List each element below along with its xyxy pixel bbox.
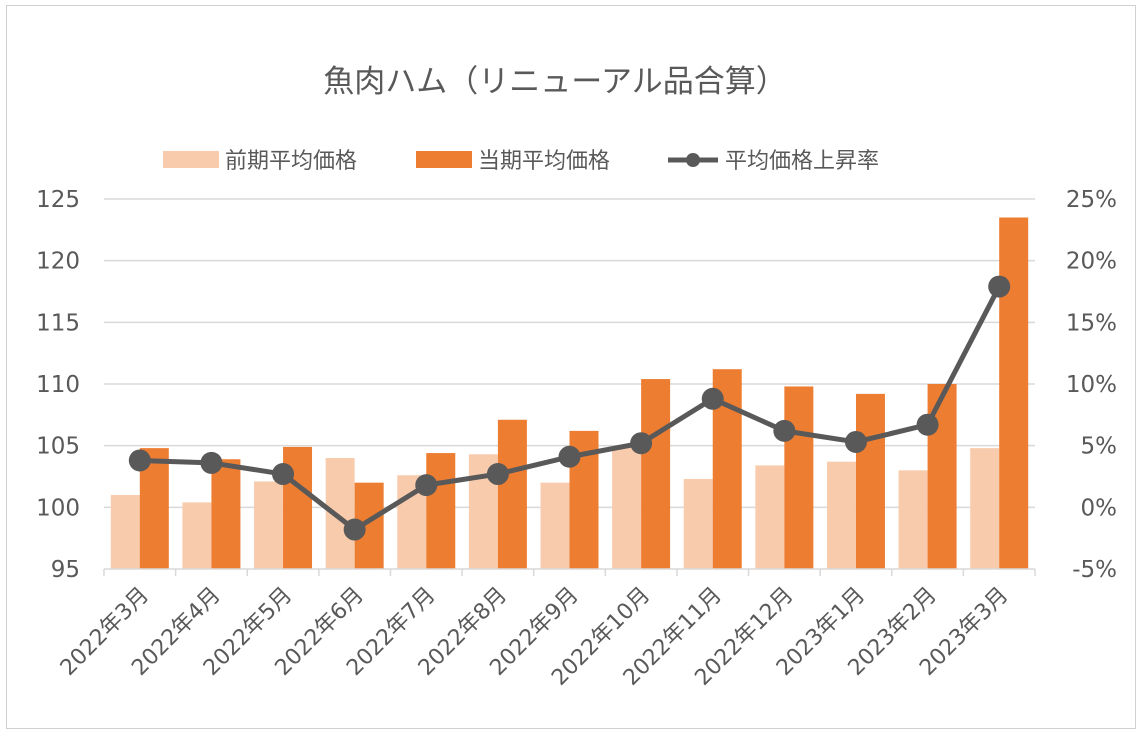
bar-prev	[110, 495, 140, 569]
bar-prev	[898, 470, 928, 569]
right-tick-label: 25%	[1066, 187, 1117, 213]
bar-prev	[254, 481, 284, 569]
rate-point	[272, 463, 295, 486]
x-axis	[103, 568, 1036, 576]
rate-point	[701, 387, 724, 410]
bar-prev	[540, 482, 570, 569]
right-tick-label: 20%	[1066, 249, 1117, 275]
bar-curr	[855, 393, 885, 569]
legend-marker-rate	[686, 153, 700, 167]
left-tick-label: 115	[36, 310, 80, 336]
bar-curr	[211, 459, 241, 569]
bar-prev	[970, 448, 1000, 569]
right-tick-label: 10%	[1066, 372, 1117, 398]
bars	[110, 217, 1029, 569]
bar-curr	[641, 379, 671, 569]
x-axis-labels: 2022年3月2022年4月2022年5月2022年6月2022年7月2022年…	[56, 583, 1014, 691]
bar-prev	[826, 461, 856, 569]
chart-frame: 魚肉ハム（リニューアル品合算） 前期平均価格 当期平均価格 平均価格上昇率 95…	[6, 5, 1136, 729]
right-tick-label: 15%	[1066, 310, 1117, 336]
rate-point	[988, 275, 1011, 298]
bar-curr	[999, 217, 1029, 569]
bar-prev	[683, 478, 713, 569]
bar-prev	[612, 445, 642, 569]
legend-label-rate: 平均価格上昇率	[725, 149, 879, 174]
legend-swatch-prev	[163, 151, 219, 168]
legend-label-curr: 当期平均価格	[478, 149, 610, 174]
legend: 前期平均価格 当期平均価格 平均価格上昇率	[163, 149, 879, 174]
right-tick-label: 0%	[1081, 495, 1118, 521]
left-tick-label: 95	[51, 557, 80, 583]
left-tick-label: 110	[36, 372, 80, 398]
chart-svg: 魚肉ハム（リニューアル品合算） 前期平均価格 当期平均価格 平均価格上昇率 95…	[36, 64, 1117, 691]
bar-prev	[755, 465, 785, 569]
rate-point	[844, 430, 867, 453]
left-axis-ticks: 95 100 105 110 115 120 125	[36, 187, 80, 583]
bar-curr	[497, 419, 527, 569]
left-tick-label: 125	[36, 187, 80, 213]
left-tick-label: 100	[36, 495, 80, 521]
rate-point	[558, 445, 581, 468]
rate-point	[773, 419, 796, 442]
left-tick-label: 120	[36, 249, 80, 275]
right-axis-ticks: -5% 0% 5% 10% 15% 20% 25%	[1066, 187, 1117, 583]
right-tick-label: 5%	[1081, 434, 1118, 460]
rate-point	[916, 413, 939, 436]
left-tick-label: 105	[36, 434, 80, 460]
bar-prev	[182, 502, 212, 569]
right-tick-label: -5%	[1072, 557, 1117, 583]
rate-point	[200, 451, 223, 474]
rate-point	[486, 463, 509, 486]
chart-title: 魚肉ハム（リニューアル品合算）	[323, 64, 786, 100]
rate-point	[128, 449, 151, 472]
bar-curr	[426, 453, 456, 569]
legend-label-prev: 前期平均価格	[225, 149, 357, 174]
legend-swatch-curr	[416, 151, 472, 168]
rate-point	[630, 432, 653, 455]
rate-line	[128, 275, 1011, 541]
rate-point	[343, 518, 366, 541]
bar-curr	[784, 386, 814, 569]
rate-point	[415, 474, 438, 497]
